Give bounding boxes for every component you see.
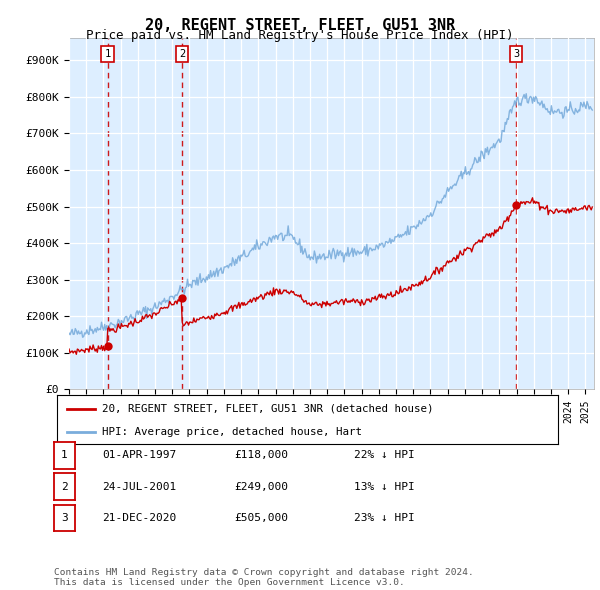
Text: £249,000: £249,000 — [234, 482, 288, 491]
Text: £505,000: £505,000 — [234, 513, 288, 523]
Text: 13% ↓ HPI: 13% ↓ HPI — [354, 482, 415, 491]
Text: 20, REGENT STREET, FLEET, GU51 3NR (detached house): 20, REGENT STREET, FLEET, GU51 3NR (deta… — [102, 404, 434, 414]
Text: 2: 2 — [179, 49, 185, 59]
Text: 01-APR-1997: 01-APR-1997 — [102, 451, 176, 460]
Text: 21-DEC-2020: 21-DEC-2020 — [102, 513, 176, 523]
Text: 2: 2 — [61, 482, 68, 491]
Text: 20, REGENT STREET, FLEET, GU51 3NR: 20, REGENT STREET, FLEET, GU51 3NR — [145, 18, 455, 32]
Text: Contains HM Land Registry data © Crown copyright and database right 2024.
This d: Contains HM Land Registry data © Crown c… — [54, 568, 474, 587]
Text: Price paid vs. HM Land Registry's House Price Index (HPI): Price paid vs. HM Land Registry's House … — [86, 30, 514, 42]
Text: 1: 1 — [104, 49, 111, 59]
Text: 22% ↓ HPI: 22% ↓ HPI — [354, 451, 415, 460]
Text: 24-JUL-2001: 24-JUL-2001 — [102, 482, 176, 491]
Text: HPI: Average price, detached house, Hart: HPI: Average price, detached house, Hart — [102, 427, 362, 437]
Text: 3: 3 — [513, 49, 519, 59]
Text: 23% ↓ HPI: 23% ↓ HPI — [354, 513, 415, 523]
Text: 3: 3 — [61, 513, 68, 523]
Text: 1: 1 — [61, 451, 68, 460]
Text: £118,000: £118,000 — [234, 451, 288, 460]
